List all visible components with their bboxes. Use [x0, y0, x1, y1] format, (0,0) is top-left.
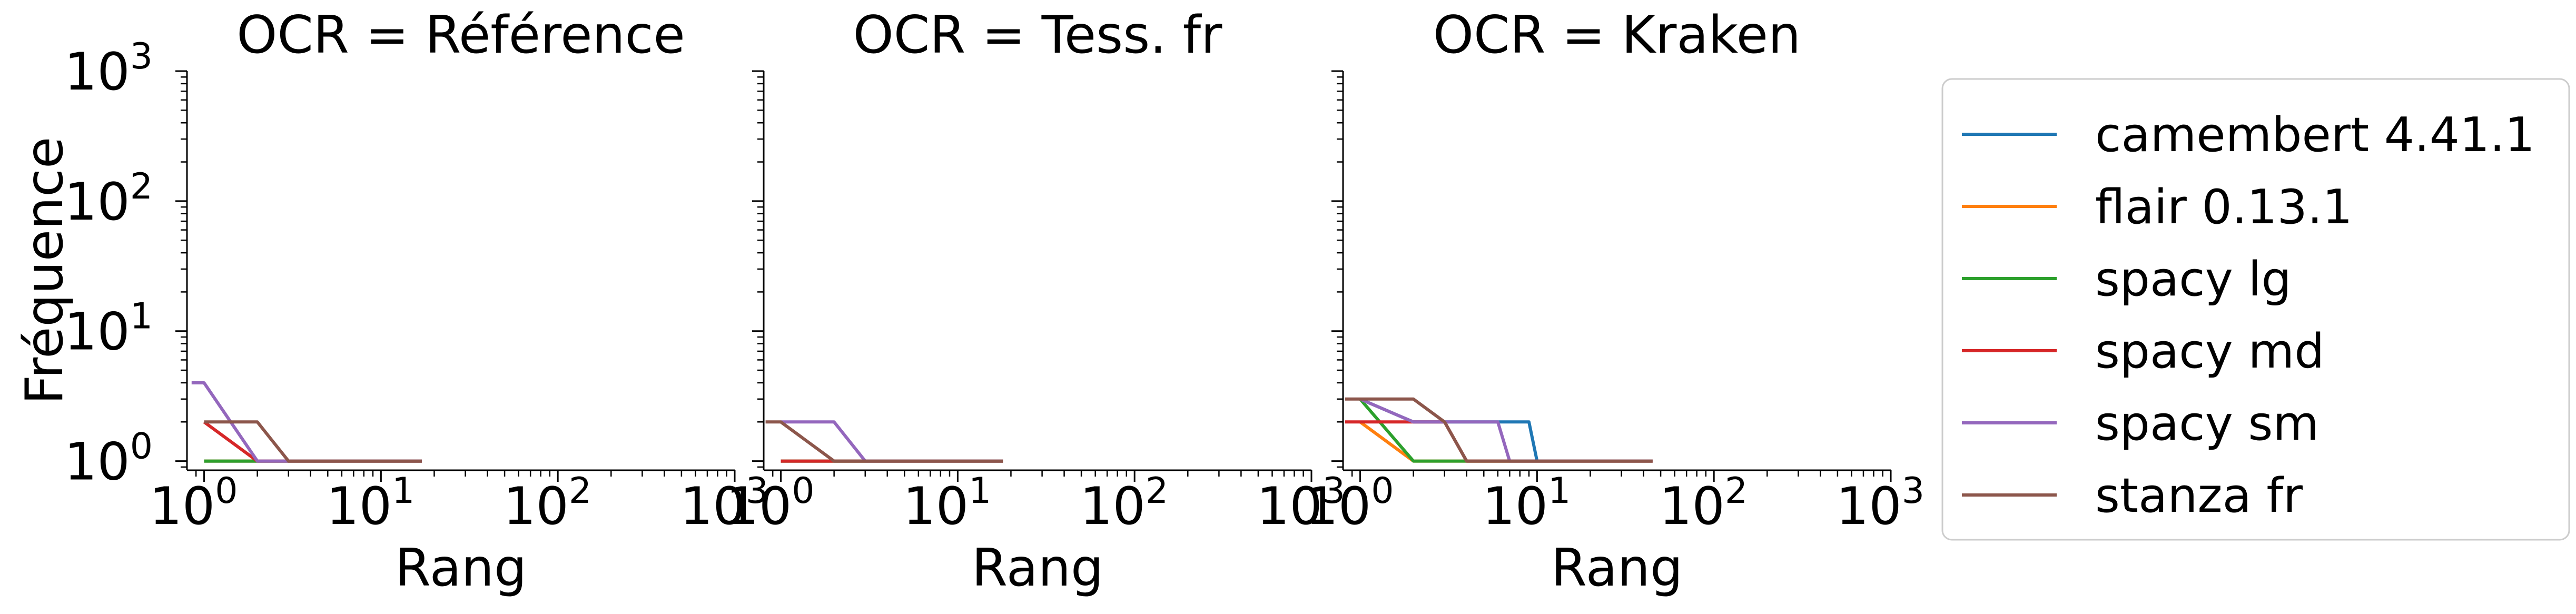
panel-3: 100 101 102 103 OCR = Kraken Rang — [1306, 5, 1924, 598]
x-tick-label: 101 — [903, 470, 991, 537]
x-tick-label: 103 — [680, 470, 768, 537]
legend-frame — [1941, 78, 2570, 541]
series-line-stanza-fr — [765, 420, 1003, 463]
panel-2: 100 101 102 103 OCR = Tess. fr Rang — [726, 5, 1345, 598]
legend-label: spacy lg — [2095, 252, 2292, 307]
y-tick-label: 102 — [64, 166, 153, 232]
legend: camembert 4.41.1 flair 0.13.1 spacy lg spac… — [1941, 78, 2570, 541]
legend-label: stanza fr — [2095, 468, 2303, 523]
legend-item-spacy-sm: spacy sm — [1962, 396, 2319, 451]
legend-label: spacy sm — [2095, 396, 2319, 451]
legend-item-flair-0-13-1: flair 0.13.1 — [1962, 180, 2353, 235]
legend-label: flair 0.13.1 — [2095, 180, 2353, 235]
x-axis-label: Rang — [972, 538, 1103, 598]
legend-label: spacy md — [2095, 324, 2324, 379]
x-axis-label: Rang — [395, 538, 527, 598]
series-line-spacy-sm — [781, 420, 1003, 463]
series-line-spacy-md — [203, 420, 422, 463]
legend-item-stanza-fr: stanza fr — [1962, 468, 2303, 523]
x-axis-label: Rang — [1551, 538, 1683, 598]
series-line-stanza-fr — [204, 420, 422, 463]
y-tick-label: 101 — [64, 296, 153, 362]
y-tick-label: 100 — [64, 426, 153, 492]
x-tick-label: 100 — [1306, 470, 1394, 537]
legend-label: camembert 4.41.1 — [2095, 107, 2535, 163]
panel-title: OCR = Kraken — [1433, 5, 1801, 65]
series-line-stanza-fr — [1345, 397, 1653, 463]
y-axis-label: Fréquence — [15, 137, 75, 405]
x-tick-label: 102 — [503, 470, 591, 537]
legend-item-spacy-lg: spacy lg — [1962, 252, 2292, 307]
panel-title: OCR = Tess. fr — [853, 5, 1222, 65]
y-tick-label: 103 — [64, 36, 153, 102]
x-tick-label: 101 — [1482, 470, 1571, 537]
legend-item-spacy-md: spacy md — [1962, 324, 2324, 379]
panel-title: OCR = Référence — [236, 5, 685, 65]
x-tick-label: 100 — [726, 470, 815, 537]
x-tick-label: 103 — [1836, 470, 1924, 537]
x-tick-label: 102 — [1659, 470, 1748, 537]
x-tick-label: 102 — [1080, 470, 1168, 537]
x-tick-label: 103 — [1257, 470, 1345, 537]
x-tick-label: 100 — [150, 470, 238, 537]
x-tick-label: 101 — [326, 470, 414, 537]
legend-item-camembert-4-41-1: camembert 4.41.1 — [1962, 107, 2535, 163]
